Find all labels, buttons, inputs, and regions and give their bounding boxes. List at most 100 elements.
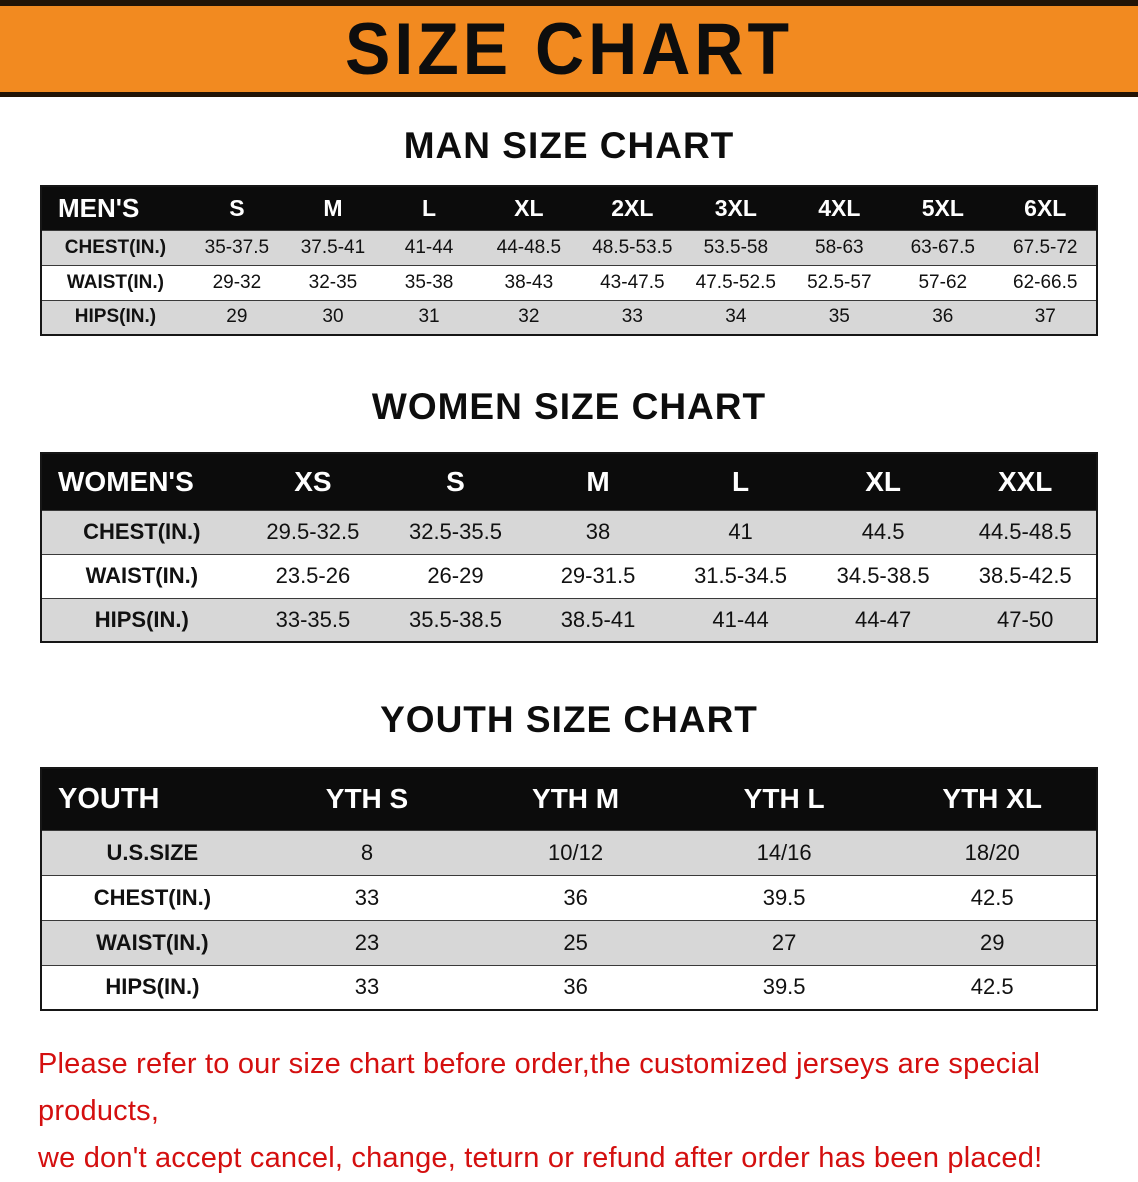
size-cell: 41 bbox=[728, 519, 753, 544]
size-cell: 38 bbox=[585, 519, 611, 544]
row-label: WAIST(IN.) bbox=[66, 271, 164, 293]
women-table-corner-label: WOMEN'S bbox=[41, 453, 242, 510]
size-cell: 41-44 bbox=[712, 606, 769, 632]
women-col-s: S bbox=[384, 453, 527, 510]
size-cell: 39.5 bbox=[762, 884, 806, 910]
size-cell: 29-32 bbox=[212, 271, 262, 293]
size-cell: 38.5-42.5 bbox=[978, 563, 1072, 588]
size-cell: 44-47 bbox=[854, 606, 912, 632]
row-label: CHEST(IN.) bbox=[64, 236, 167, 258]
row-label: CHEST(IN.) bbox=[83, 519, 201, 544]
size-cell: 44-48.5 bbox=[496, 236, 562, 258]
men-header-row: MEN'S S M L XL 2XL 3XL 4XL 5XL 6XL bbox=[41, 186, 1097, 230]
size-cell: 32 bbox=[518, 306, 540, 328]
size-cell: 29-31.5 bbox=[560, 563, 636, 588]
size-cell: 14/16 bbox=[756, 839, 812, 865]
women-col-xs: XS bbox=[241, 453, 385, 510]
size-cell: 18/20 bbox=[964, 839, 1020, 865]
youth-table-corner-label: YOUTH bbox=[41, 768, 263, 830]
men-size-table: MEN'S S M L XL 2XL 3XL 4XL 5XL 6XL CHEST… bbox=[40, 185, 1098, 336]
size-cell: 10/12 bbox=[548, 839, 604, 865]
size-cell: 44.5-48.5 bbox=[978, 519, 1072, 544]
women-hips-row: HIPS(IN.) 33-35.5 35.5-38.5 38.5-41 41-4… bbox=[41, 598, 1097, 642]
women-section-title: WOMEN SIZE CHART bbox=[371, 386, 767, 427]
page-title: SIZE CHART bbox=[345, 7, 793, 91]
youth-section-title: YOUTH SIZE CHART bbox=[380, 699, 758, 740]
size-cell: 41-44 bbox=[404, 236, 454, 258]
size-cell: 32-35 bbox=[308, 271, 358, 293]
women-chest-row: CHEST(IN.) 29.5-32.5 32.5-35.5 38 41 44.… bbox=[41, 510, 1097, 554]
row-label: WAIST(IN.) bbox=[85, 563, 199, 588]
size-cell: 36 bbox=[563, 884, 588, 910]
men-col-6xl: 6XL bbox=[994, 186, 1097, 230]
size-cell: 23.5-26 bbox=[275, 563, 351, 588]
size-cell: 35-38 bbox=[404, 271, 454, 293]
men-col-4xl: 4XL bbox=[787, 186, 892, 230]
size-cell: 31 bbox=[418, 306, 440, 328]
size-cell: 36 bbox=[932, 306, 954, 328]
size-cell: 47.5-52.5 bbox=[695, 271, 776, 293]
youth-col-m: YTH M bbox=[471, 768, 680, 830]
youth-chest-row: CHEST(IN.) 33 36 39.5 42.5 bbox=[41, 875, 1097, 920]
size-cell: 35 bbox=[828, 306, 850, 328]
women-size-table: WOMEN'S XS S M L XL XXL CHEST(IN.) 29.5-… bbox=[40, 452, 1098, 643]
size-cell: 38.5-41 bbox=[560, 606, 636, 632]
row-label: HIPS(IN.) bbox=[74, 306, 157, 328]
size-cell: 42.5 bbox=[970, 974, 1014, 1000]
size-cell: 52.5-57 bbox=[807, 271, 872, 293]
size-cell: 29 bbox=[979, 929, 1005, 955]
size-cell: 62-66.5 bbox=[1013, 271, 1078, 293]
row-label: HIPS(IN.) bbox=[105, 974, 200, 1000]
men-col-m: M bbox=[284, 186, 382, 230]
size-cell: 8 bbox=[360, 839, 374, 865]
size-cell: 34 bbox=[725, 306, 747, 328]
men-col-2xl: 2XL bbox=[580, 186, 685, 230]
youth-size-table: YOUTH YTH S YTH M YTH L YTH XL U.S.SIZE … bbox=[40, 767, 1098, 1011]
notice-line-1: Please refer to our size chart before or… bbox=[38, 1048, 1041, 1127]
men-section: MAN SIZE CHART MEN'S S M L XL 2XL 3XL 4X… bbox=[0, 125, 1138, 336]
men-col-5xl: 5XL bbox=[891, 186, 995, 230]
youth-col-xl: YTH XL bbox=[888, 768, 1097, 830]
youth-waist-row: WAIST(IN.) 23 25 27 29 bbox=[41, 920, 1097, 965]
size-cell: 47-50 bbox=[997, 606, 1054, 632]
row-label: U.S.SIZE bbox=[106, 839, 199, 865]
women-col-xl: XL bbox=[811, 453, 955, 510]
size-cell: 38-43 bbox=[504, 271, 554, 293]
men-hips-row: HIPS(IN.) 29 30 31 32 33 34 35 36 37 bbox=[41, 300, 1097, 335]
size-cell: 36 bbox=[563, 974, 588, 1000]
size-cell: 35-37.5 bbox=[204, 236, 270, 258]
size-cell: 39.5 bbox=[762, 974, 806, 1000]
size-cell: 63-67.5 bbox=[910, 236, 976, 258]
size-cell: 23 bbox=[354, 929, 380, 955]
size-cell: 33 bbox=[621, 306, 643, 328]
size-cell: 29 bbox=[226, 306, 248, 328]
youth-col-l: YTH L bbox=[679, 768, 889, 830]
men-section-title: MAN SIZE CHART bbox=[403, 125, 735, 166]
men-col-s: S bbox=[188, 186, 285, 230]
size-cell: 42.5 bbox=[970, 884, 1014, 910]
size-cell: 37.5-41 bbox=[300, 236, 366, 258]
size-cell: 31.5-34.5 bbox=[694, 563, 788, 588]
youth-header-row: YOUTH YTH S YTH M YTH L YTH XL bbox=[41, 768, 1097, 830]
row-label: CHEST(IN.) bbox=[93, 884, 212, 910]
size-cell: 33 bbox=[354, 974, 380, 1000]
women-waist-row: WAIST(IN.) 23.5-26 26-29 29-31.5 31.5-34… bbox=[41, 554, 1097, 598]
size-cell: 27 bbox=[771, 929, 797, 955]
size-cell: 48.5-53.5 bbox=[592, 236, 673, 258]
size-cell: 25 bbox=[563, 929, 588, 955]
women-col-xxl: XXL bbox=[954, 453, 1097, 510]
women-col-l: L bbox=[669, 453, 812, 510]
size-cell: 29.5-32.5 bbox=[266, 519, 360, 544]
size-cell: 30 bbox=[322, 306, 344, 328]
youth-col-s: YTH S bbox=[262, 768, 472, 830]
banner: SIZE CHART bbox=[0, 0, 1138, 97]
notice-line-2: we don't accept cancel, change, teturn o… bbox=[38, 1141, 1043, 1174]
size-cell: 33 bbox=[354, 884, 380, 910]
men-col-l: L bbox=[381, 186, 478, 230]
men-table-corner-label: MEN'S bbox=[41, 186, 189, 230]
size-cell: 44.5 bbox=[861, 519, 905, 544]
men-chest-row: CHEST(IN.) 35-37.5 37.5-41 41-44 44-48.5… bbox=[41, 230, 1097, 265]
men-waist-row: WAIST(IN.) 29-32 32-35 35-38 38-43 43-47… bbox=[41, 265, 1097, 300]
size-cell: 43-47.5 bbox=[600, 271, 665, 293]
